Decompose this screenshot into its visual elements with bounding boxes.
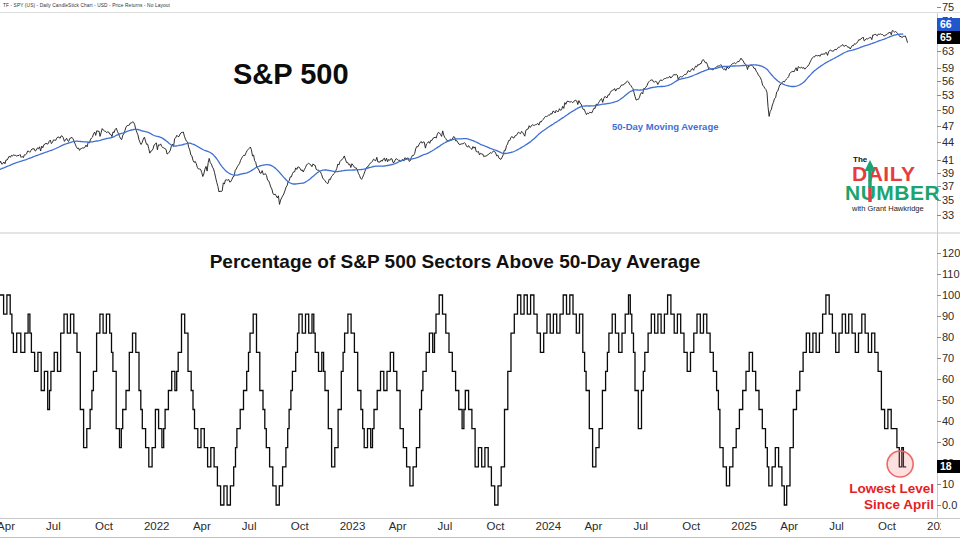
- x-tick-label: Apr: [0, 520, 15, 532]
- x-tick-label: Oct: [878, 520, 896, 532]
- logo-arrow-icon: [862, 158, 886, 210]
- x-tick-label: 2026: [927, 520, 941, 532]
- breadth-step-line: [0, 295, 906, 505]
- time-axis[interactable]: Apr Jul Oct 2022 Apr Jul Oct 2023 Apr Jul Oct 2024 A…: [0, 520, 941, 538]
- x-tick-label: Oct: [95, 520, 113, 532]
- x-tick-label: Jul: [46, 520, 61, 532]
- x-tick-label: Jul: [633, 520, 648, 532]
- x-tick-label: 2024: [535, 520, 561, 532]
- logo-number: NUMBER: [845, 183, 940, 203]
- last-price-box: 65: [937, 31, 960, 44]
- x-tick-label: Jul: [829, 520, 844, 532]
- x-tick-label: Apr: [780, 520, 798, 532]
- top-panel-title: S&P 500: [233, 58, 349, 91]
- annotation-text: Lowest Level Since April: [849, 481, 934, 513]
- moving-average-line: [0, 34, 903, 184]
- x-tick-label: Oct: [682, 520, 700, 532]
- annotation-circle[interactable]: [887, 451, 913, 477]
- panel-divider: [0, 232, 960, 234]
- breadth-value-box: 18: [937, 460, 960, 473]
- x-axis-line: [0, 518, 960, 519]
- x-tick-label: Jul: [438, 520, 453, 532]
- chart-window: TF - SPY (US) - Daily CandleStick Chart …: [0, 0, 960, 540]
- x-tick-label: Oct: [487, 520, 505, 532]
- bottom-panel-title: Percentage of S&P 500 Sectors Above 50-D…: [0, 251, 910, 273]
- x-tick-label: Apr: [584, 520, 602, 532]
- x-tick-label: Oct: [291, 520, 309, 532]
- x-tick-label: 2025: [731, 520, 757, 532]
- ma-label[interactable]: 50-Day Moving Average: [612, 121, 718, 132]
- x-tick-label: Apr: [389, 520, 407, 532]
- x-tick-label: Jul: [242, 520, 257, 532]
- ma-value-box: 66: [937, 18, 960, 31]
- daily-number-logo[interactable]: The DAILY NUMBER with Grant Hawkridge: [845, 155, 940, 213]
- breadth-axis[interactable]: 1201101009080706050403020100.0: [937, 232, 960, 518]
- x-tick-label: Apr: [193, 520, 211, 532]
- price-line: [0, 31, 908, 205]
- x-tick-label: 2022: [144, 520, 170, 532]
- x-tick-label: 2023: [340, 520, 366, 532]
